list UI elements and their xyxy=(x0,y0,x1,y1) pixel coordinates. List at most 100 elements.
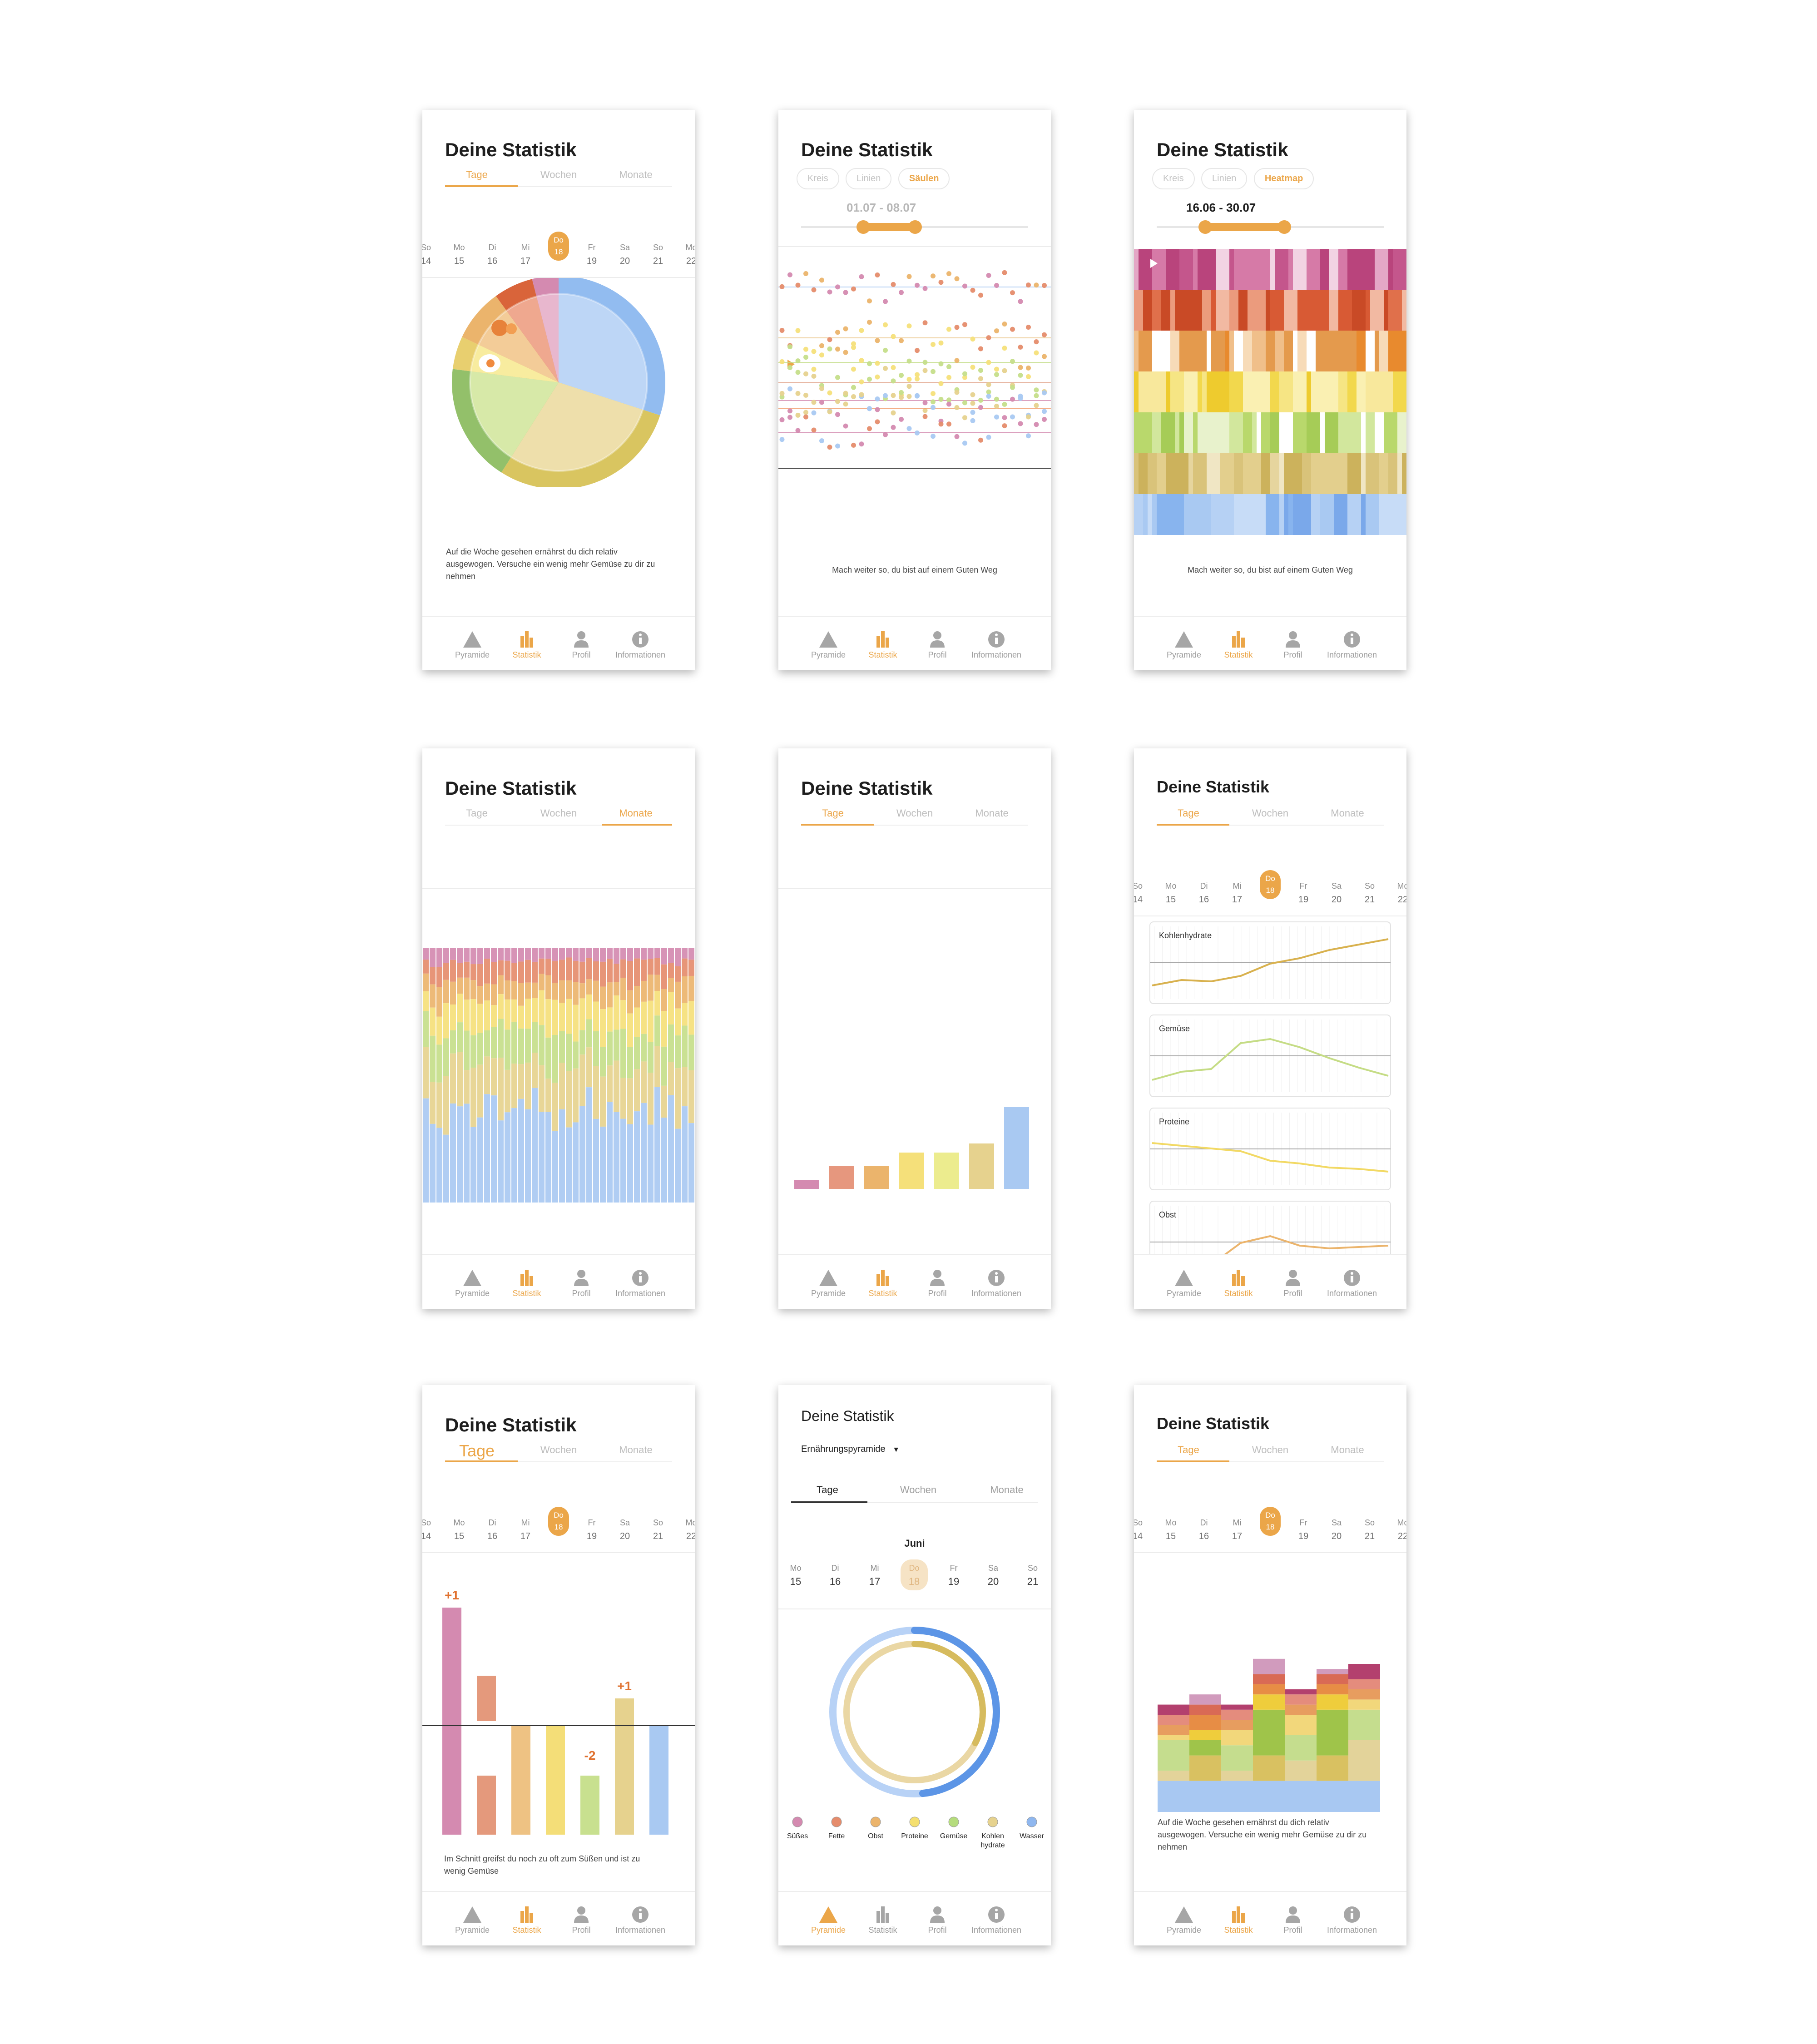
day-do-18[interactable]: Do 18 xyxy=(545,1507,572,1536)
day-so-21[interactable]: So 21 xyxy=(644,1516,672,1543)
slider-handle-start[interactable] xyxy=(857,220,870,234)
day-di-16[interactable]: Di 16 xyxy=(822,1561,849,1589)
nav-profil[interactable]: Profil xyxy=(906,1905,969,1935)
day-fr-19[interactable]: Fr 19 xyxy=(1290,879,1317,906)
nav-statistik[interactable]: Statistik xyxy=(495,1905,559,1935)
tab-wochen[interactable]: Wochen xyxy=(540,807,577,819)
day-mi-17[interactable]: Mi 17 xyxy=(512,241,539,268)
day-mo-22[interactable]: Mo 22 xyxy=(678,241,695,268)
tab-tage[interactable]: Tage xyxy=(459,1441,495,1460)
nav-informationen[interactable]: Informationen xyxy=(965,630,1028,660)
nav-pyramide[interactable]: Pyramide xyxy=(1152,630,1216,660)
day-sa-20[interactable]: Sa 20 xyxy=(980,1561,1007,1589)
tab-monate[interactable]: Monate xyxy=(1331,1444,1364,1455)
nav-pyramide[interactable]: Pyramide xyxy=(797,1905,860,1935)
nav-statistik[interactable]: Statistik xyxy=(1207,630,1270,660)
slider-handle-end[interactable] xyxy=(1277,220,1291,234)
nav-statistik[interactable]: Statistik xyxy=(851,1269,915,1298)
day-sa-20[interactable]: Sa 20 xyxy=(1323,1516,1350,1543)
nav-informationen[interactable]: Informationen xyxy=(965,1269,1028,1298)
day-so-14[interactable]: So 14 xyxy=(422,1516,440,1543)
pill-kreis[interactable]: Kreis xyxy=(1152,168,1195,189)
tab-wochen[interactable]: Wochen xyxy=(900,1484,937,1495)
nav-informationen[interactable]: Informationen xyxy=(609,1905,672,1935)
day-di-16[interactable]: Di 16 xyxy=(1190,1516,1218,1543)
day-sa-20[interactable]: Sa 20 xyxy=(611,1516,639,1543)
range-slider[interactable] xyxy=(1157,220,1384,234)
day-so-21[interactable]: So 21 xyxy=(1356,1516,1383,1543)
nav-pyramide[interactable]: Pyramide xyxy=(441,630,504,660)
tab-wochen[interactable]: Wochen xyxy=(540,169,577,180)
nav-statistik[interactable]: Statistik xyxy=(1207,1905,1270,1935)
day-strip[interactable]: So 14 Mo 15 Di 16 Mi 17 Do 18 Fr 19 Sa 20 So 21 Mo 22 xyxy=(1134,870,1406,916)
nav-profil[interactable]: Profil xyxy=(550,630,613,660)
nav-profil[interactable]: Profil xyxy=(1261,630,1325,660)
day-mo-22[interactable]: Mo 22 xyxy=(1389,1516,1406,1543)
day-do-18[interactable]: Do 18 xyxy=(1257,1507,1284,1536)
nav-pyramide[interactable]: Pyramide xyxy=(441,1269,504,1298)
day-mo-15[interactable]: Mo 15 xyxy=(782,1561,809,1589)
nav-profil[interactable]: Profil xyxy=(550,1905,613,1935)
nav-informationen[interactable]: Informationen xyxy=(1320,1905,1384,1935)
day-mo-15[interactable]: Mo 15 xyxy=(446,1516,473,1543)
nav-statistik[interactable]: Statistik xyxy=(851,1905,915,1935)
tab-monate[interactable]: Monate xyxy=(619,169,653,180)
nav-informationen[interactable]: Informationen xyxy=(1320,630,1384,660)
day-mo-15[interactable]: Mo 15 xyxy=(1157,1516,1184,1543)
day-fr-19[interactable]: Fr 19 xyxy=(940,1561,967,1589)
tab-monate[interactable]: Monate xyxy=(975,807,1009,819)
tab-monate[interactable]: Monate xyxy=(619,1444,653,1455)
day-do-18[interactable]: Do 18 xyxy=(901,1559,928,1590)
pill-saeulen[interactable]: Säulen xyxy=(898,168,950,189)
nav-pyramide[interactable]: Pyramide xyxy=(797,630,860,660)
day-do-18[interactable]: Do 18 xyxy=(1257,870,1284,899)
day-fr-19[interactable]: Fr 19 xyxy=(578,241,605,268)
day-di-16[interactable]: Di 16 xyxy=(479,1516,506,1543)
nav-profil[interactable]: Profil xyxy=(906,630,969,660)
slider-handle-end[interactable] xyxy=(908,220,922,234)
nav-pyramide[interactable]: Pyramide xyxy=(797,1269,860,1298)
nav-informationen[interactable]: Informationen xyxy=(1320,1269,1384,1298)
day-di-16[interactable]: Di 16 xyxy=(479,241,506,268)
day-fr-19[interactable]: Fr 19 xyxy=(578,1516,605,1543)
nav-informationen[interactable]: Informationen xyxy=(965,1905,1028,1935)
nav-statistik[interactable]: Statistik xyxy=(1207,1269,1270,1298)
nav-profil[interactable]: Profil xyxy=(906,1269,969,1298)
tab-tage[interactable]: Tage xyxy=(466,807,488,819)
day-mi-17[interactable]: Mi 17 xyxy=(512,1516,539,1543)
day-so-21[interactable]: So 21 xyxy=(1019,1561,1046,1589)
day-strip[interactable]: Mo 15 Di 16 Mi 17 Do 18 Fr 19 Sa 20 So 21 xyxy=(778,1559,1051,1609)
day-mo-15[interactable]: Mo 15 xyxy=(446,241,473,268)
pill-heatmap[interactable]: Heatmap xyxy=(1253,168,1314,189)
nav-statistik[interactable]: Statistik xyxy=(495,1269,559,1298)
day-mo-15[interactable]: Mo 15 xyxy=(1157,879,1184,906)
day-so-21[interactable]: So 21 xyxy=(644,241,672,268)
nav-informationen[interactable]: Informationen xyxy=(609,630,672,660)
nav-statistik[interactable]: Statistik xyxy=(851,630,915,660)
nav-pyramide[interactable]: Pyramide xyxy=(1152,1269,1216,1298)
day-sa-20[interactable]: Sa 20 xyxy=(611,241,639,268)
day-di-16[interactable]: Di 16 xyxy=(1190,879,1218,906)
day-mi-17[interactable]: Mi 17 xyxy=(1223,1516,1251,1543)
day-so-21[interactable]: So 21 xyxy=(1356,879,1383,906)
pill-linien[interactable]: Linien xyxy=(1201,168,1248,189)
day-mi-17[interactable]: Mi 17 xyxy=(1223,879,1251,906)
day-mo-22[interactable]: Mo 22 xyxy=(1389,879,1406,906)
day-strip[interactable]: So 14 Mo 15 Di 16 Mi 17 Do 18 Fr 19 Sa 20 So 21 Mo 22 xyxy=(422,232,695,278)
tab-wochen[interactable]: Wochen xyxy=(540,1444,577,1455)
pill-linien[interactable]: Linien xyxy=(846,168,892,189)
nav-informationen[interactable]: Informationen xyxy=(609,1269,672,1298)
tab-monate[interactable]: Monate xyxy=(619,807,653,819)
slider-handle-start[interactable] xyxy=(1198,220,1212,234)
nav-pyramide[interactable]: Pyramide xyxy=(1152,1905,1216,1935)
nav-profil[interactable]: Profil xyxy=(550,1269,613,1298)
pill-kreis[interactable]: Kreis xyxy=(797,168,839,189)
day-do-18[interactable]: Do 18 xyxy=(545,232,572,261)
day-so-14[interactable]: So 14 xyxy=(422,241,440,268)
day-so-14[interactable]: So 14 xyxy=(1134,879,1151,906)
day-mo-22[interactable]: Mo 22 xyxy=(678,1516,695,1543)
day-fr-19[interactable]: Fr 19 xyxy=(1290,1516,1317,1543)
day-strip[interactable]: So 14 Mo 15 Di 16 Mi 17 Do 18 Fr 19 Sa 20 So 21 Mo 22 xyxy=(422,1507,695,1553)
tab-monate[interactable]: Monate xyxy=(990,1484,1024,1495)
tab-wochen[interactable]: Wochen xyxy=(1252,807,1289,819)
